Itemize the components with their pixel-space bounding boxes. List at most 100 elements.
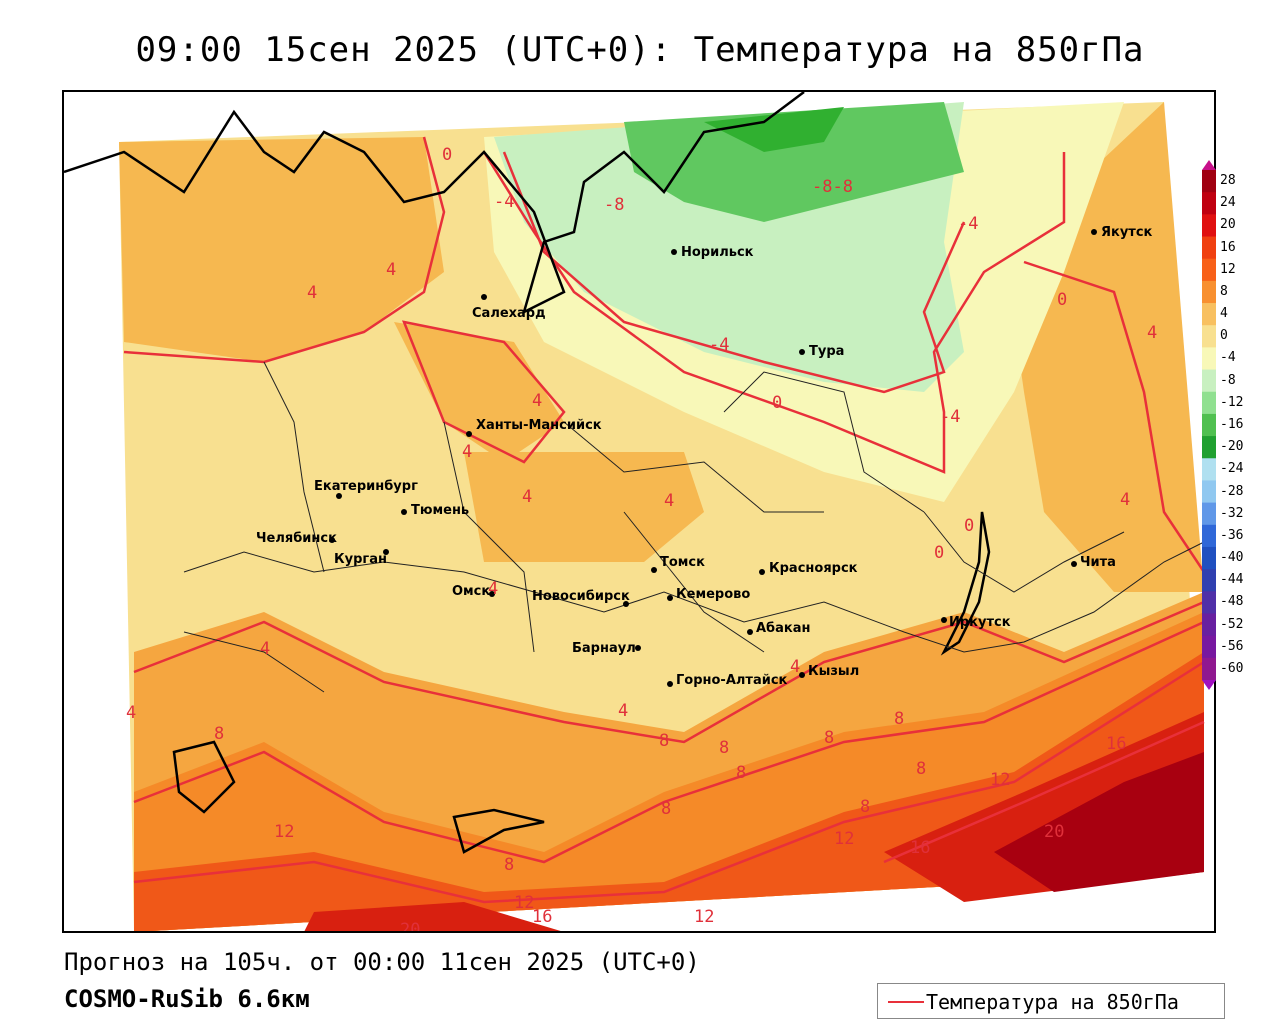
contour-label: 4 bbox=[126, 703, 136, 723]
colorbar-bin bbox=[1202, 480, 1216, 504]
contour-label: -4 bbox=[958, 214, 978, 234]
contour-label: 0 bbox=[964, 516, 974, 536]
city-dot bbox=[671, 249, 677, 255]
zone-warm-4-8 bbox=[394, 322, 564, 462]
map-title: 09:00 15сен 2025 (UTC+0): Температура на… bbox=[135, 30, 1145, 70]
colorbar-bin bbox=[1202, 569, 1216, 592]
city-dot bbox=[1091, 229, 1097, 235]
colorbar-bin bbox=[1202, 236, 1216, 260]
temperature-map[interactable]: Якутск Норильск Салехард Тура Ханты-Манс… bbox=[64, 92, 1216, 933]
colorbar-tick-label: -20 bbox=[1220, 439, 1244, 455]
contour-label: 16 bbox=[910, 838, 930, 858]
contour-label: 8 bbox=[504, 855, 514, 875]
isotherm-12 bbox=[133, 660, 1205, 904]
coastline-balkhash bbox=[452, 808, 545, 854]
isotherm-0 bbox=[482, 151, 1066, 474]
coastline-baikal bbox=[940, 511, 991, 656]
contour-label: 8 bbox=[719, 738, 729, 758]
colorbar-bin bbox=[1202, 391, 1216, 415]
colorbar-bin bbox=[1202, 591, 1216, 614]
colorbar-top-arrow bbox=[1202, 160, 1216, 170]
colorbar-tick-label: -48 bbox=[1220, 594, 1244, 610]
colorbar-tick-label: -56 bbox=[1220, 638, 1244, 654]
city-dot bbox=[667, 681, 673, 687]
city-label: Якутск bbox=[1101, 225, 1153, 240]
colorbar-tick-label: -16 bbox=[1220, 417, 1244, 432]
legend: Температура на 850гПа bbox=[877, 983, 1225, 1019]
colorbar-tick-label: -28 bbox=[1220, 483, 1244, 499]
city-label: Абакан bbox=[756, 621, 811, 636]
colorbar-tick-label: -4 bbox=[1220, 350, 1236, 366]
isotherm-16 bbox=[883, 720, 1205, 864]
contour-label: 4 bbox=[488, 579, 498, 599]
contour-label: 8 bbox=[736, 763, 746, 783]
colorbar-bin bbox=[1202, 613, 1216, 637]
city-label: Челябинск bbox=[256, 531, 337, 546]
colorbar-bin bbox=[1202, 280, 1216, 304]
colorbar-bin bbox=[1202, 258, 1216, 282]
contour-label: 4 bbox=[522, 487, 532, 507]
contour-label: 0 bbox=[1057, 290, 1067, 310]
colorbar-tick-label: -12 bbox=[1220, 394, 1244, 410]
zone-warm-20 bbox=[994, 752, 1204, 892]
contour-label: 16 bbox=[1106, 734, 1126, 754]
colorbar-tick-label: 4 bbox=[1220, 306, 1228, 322]
contour-label: 12 bbox=[514, 893, 534, 913]
city-dot bbox=[635, 645, 641, 651]
city-dot bbox=[651, 567, 657, 573]
city-dot bbox=[383, 549, 389, 555]
contour-label: 8 bbox=[659, 731, 669, 751]
contour-label: -4 bbox=[494, 192, 514, 212]
contour-label: 12 bbox=[834, 829, 854, 849]
colorbar-bin bbox=[1202, 635, 1216, 659]
contour-label: 8 bbox=[824, 728, 834, 748]
colorbar-bottom-arrow bbox=[1202, 680, 1216, 690]
contour-label: 0 bbox=[772, 393, 782, 413]
legend-label: Температура на 850гПа bbox=[926, 990, 1179, 1014]
border-region bbox=[263, 361, 325, 573]
forecast-info: Прогноз на 105ч. от 00:00 11сен 2025 (UT… bbox=[64, 948, 700, 976]
contour-label: 4 bbox=[618, 701, 628, 721]
isotherm-4 bbox=[133, 600, 1205, 744]
city-dot bbox=[401, 509, 407, 515]
border-region bbox=[563, 421, 824, 513]
colorbar-bin bbox=[1202, 214, 1216, 238]
contour-label: -4 bbox=[940, 407, 960, 427]
isotherm-4 bbox=[123, 136, 446, 364]
colorbar-tick-label: 24 bbox=[1220, 195, 1236, 211]
colorbar-bin bbox=[1202, 436, 1216, 459]
colorbar-tick-label: 28 bbox=[1220, 173, 1236, 189]
contour-label: 4 bbox=[790, 657, 800, 677]
city-label: Тюмень bbox=[411, 503, 469, 518]
colorbar-tick-label: 12 bbox=[1220, 261, 1236, 277]
colorbar-bin bbox=[1202, 170, 1216, 193]
city-label: Барнаул bbox=[572, 641, 636, 656]
colorbar-tick-label: 0 bbox=[1220, 328, 1228, 344]
colorbar-bin bbox=[1202, 369, 1216, 393]
city-dot bbox=[667, 595, 673, 601]
colorbar-bin bbox=[1202, 192, 1216, 215]
city-label: Екатеринбург bbox=[314, 479, 418, 494]
city-label: Иркутск bbox=[949, 615, 1011, 630]
contour-label: 0 bbox=[442, 145, 452, 165]
colorbar-tick-label: 20 bbox=[1220, 217, 1236, 233]
zone-warm-16-20 bbox=[304, 902, 561, 931]
colorbar-gradient bbox=[1202, 160, 1216, 690]
border-region bbox=[723, 371, 925, 513]
colorbar-bin bbox=[1202, 347, 1216, 371]
city-dot bbox=[941, 617, 947, 623]
colorbar-tick-label: -32 bbox=[1220, 505, 1244, 521]
city-label: Красноярск bbox=[769, 561, 858, 576]
colorbar-bin bbox=[1202, 413, 1216, 437]
contour-label: 4 bbox=[462, 442, 472, 462]
zone-warm-4-8 bbox=[119, 137, 444, 362]
contour-label: 12 bbox=[990, 770, 1010, 790]
colorbar-bin bbox=[1202, 524, 1216, 548]
isotherm-4 bbox=[1023, 260, 1206, 573]
zone-warm-4-8 bbox=[464, 452, 704, 562]
city-label: Норильск bbox=[681, 245, 754, 260]
contour-label: 12 bbox=[274, 822, 294, 842]
map-panel[interactable]: Якутск Норильск Салехард Тура Ханты-Манс… bbox=[62, 90, 1216, 933]
city-dot bbox=[466, 431, 472, 437]
contour-label: 12 bbox=[694, 907, 714, 927]
